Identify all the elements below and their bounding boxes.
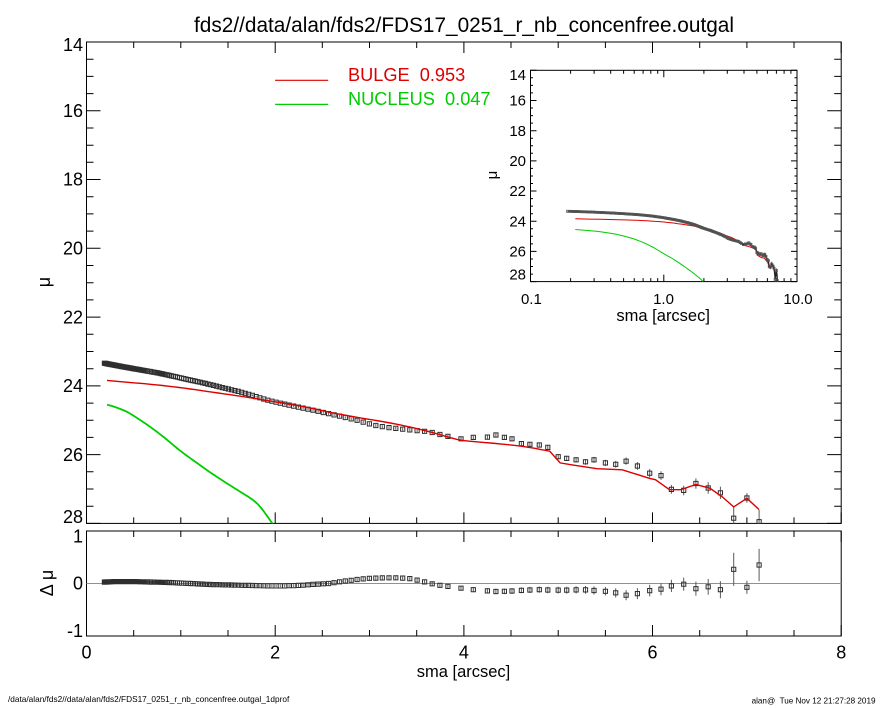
svg-text:26: 26 [63,445,83,465]
svg-text:1: 1 [73,526,83,546]
svg-text:10.0: 10.0 [783,291,812,308]
svg-text:28: 28 [509,267,526,284]
svg-text:18: 18 [509,123,526,140]
svg-text:NUCLEUS 0.047: NUCLEUS 0.047 [348,89,491,109]
svg-text:4: 4 [459,643,469,663]
svg-text:fds2//data/alan/fds2/FDS17_025: fds2//data/alan/fds2/FDS17_0251_r_nb_con… [194,14,734,37]
svg-text:8: 8 [836,643,846,663]
svg-text:26: 26 [509,244,526,261]
svg-text:sma [arcsec]: sma [arcsec] [616,307,710,325]
svg-text:20: 20 [63,239,83,259]
svg-text:BULGE 0.953: BULGE 0.953 [348,65,465,85]
svg-text:22: 22 [509,183,526,200]
svg-text:20: 20 [509,153,526,170]
svg-text:16: 16 [63,101,83,121]
svg-text:-1: -1 [67,621,83,641]
svg-text:16: 16 [509,93,526,110]
svg-text:6: 6 [648,643,658,663]
svg-text:0: 0 [73,574,83,594]
svg-text:14: 14 [509,67,526,84]
svg-text:2: 2 [270,643,280,663]
svg-text:alan@ Tue Nov 12 21:27:28 201: alan@ Tue Nov 12 21:27:28 2019 [752,697,876,706]
svg-text:sma [arcsec]: sma [arcsec] [417,663,511,681]
svg-text:28: 28 [63,507,83,527]
svg-text:22: 22 [63,307,83,327]
svg-text:0: 0 [81,643,91,663]
svg-text:24: 24 [509,213,526,230]
svg-text:/data/alan/fds2//data/alan/fds: /data/alan/fds2//data/alan/fds2/FDS17_02… [8,695,290,704]
svg-text:24: 24 [63,376,83,396]
svg-text:Δ μ: Δ μ [37,570,57,596]
svg-text:14: 14 [63,35,83,55]
svg-text:1.0: 1.0 [653,291,674,308]
svg-text:0.1: 0.1 [521,291,542,308]
svg-text:μ: μ [34,277,54,287]
svg-text:18: 18 [63,170,83,190]
svg-text:μ: μ [484,171,501,180]
